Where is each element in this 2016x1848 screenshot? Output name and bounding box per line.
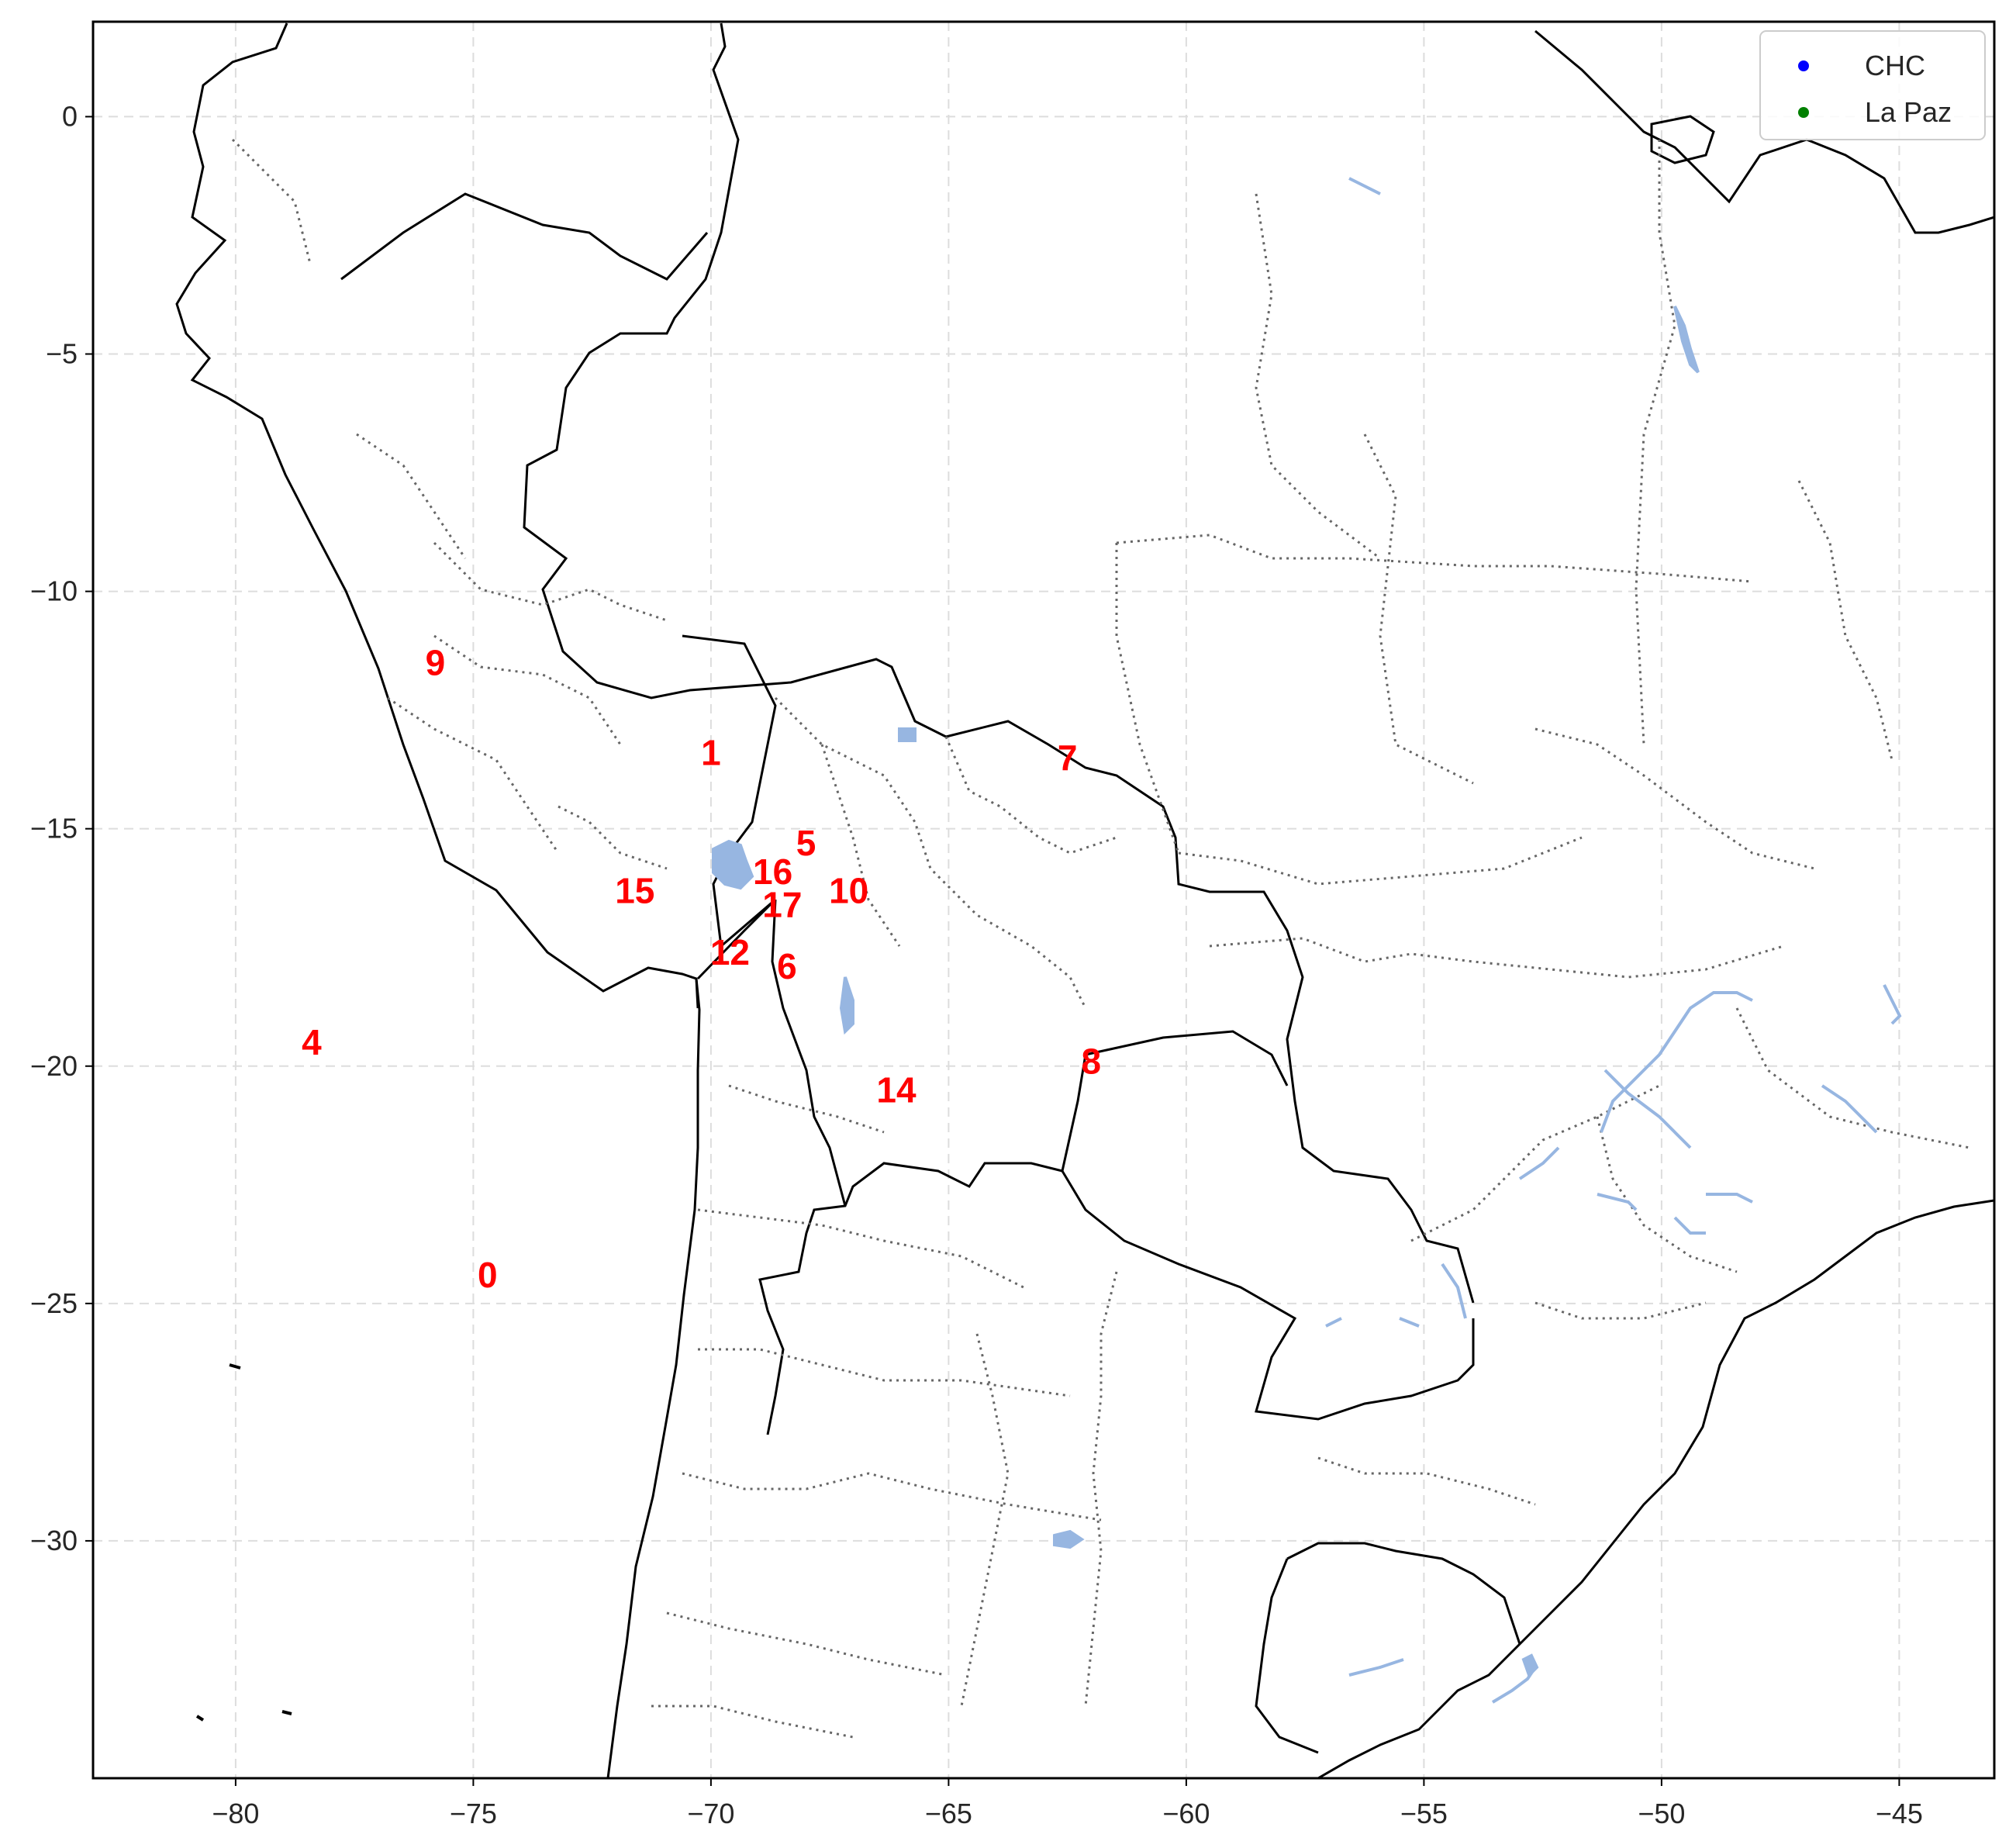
y-axis: 0 −5 −10 −15 −20 −25 −30 bbox=[30, 100, 93, 1556]
legend-frame bbox=[1759, 30, 1986, 140]
x-tick-label: −60 bbox=[1162, 1798, 1210, 1829]
x-tick-label: −50 bbox=[1638, 1798, 1685, 1829]
site-label-9: 9 bbox=[426, 642, 446, 682]
border-brazil-west bbox=[523, 22, 1475, 1304]
map-basemap bbox=[175, 22, 1994, 1778]
x-tick-label: −65 bbox=[925, 1798, 972, 1829]
y-tick-label: 0 bbox=[62, 100, 78, 132]
site-label-0: 0 bbox=[478, 1255, 498, 1295]
site-label-5: 5 bbox=[796, 823, 816, 863]
border-bolivia-paraguay bbox=[758, 1030, 1289, 1435]
x-tick-label: −55 bbox=[1400, 1798, 1448, 1829]
site-label-6: 6 bbox=[777, 946, 797, 986]
y-tick-label: −30 bbox=[30, 1525, 78, 1556]
y-tick-label: −20 bbox=[30, 1050, 78, 1082]
border-uruguay bbox=[1255, 1542, 1521, 1754]
site-label-1: 1 bbox=[701, 733, 721, 773]
y-tick-label: −5 bbox=[46, 338, 78, 370]
galapagos bbox=[195, 1363, 292, 1722]
site-label-12: 12 bbox=[710, 932, 750, 972]
site-label-16: 16 bbox=[753, 851, 792, 892]
north-coastline bbox=[1534, 29, 1994, 234]
x-axis: −80 −75 −70 −65 −60 −55 −50 −45 bbox=[212, 1778, 1923, 1829]
legend-marker-chc bbox=[1798, 60, 1809, 71]
y-tick-label: −10 bbox=[30, 575, 78, 607]
site-label-8: 8 bbox=[1082, 1041, 1102, 1082]
atlantic-coastline bbox=[1317, 1199, 1994, 1778]
legend-marker-la-paz bbox=[1798, 107, 1809, 118]
site-label-14: 14 bbox=[876, 1069, 917, 1110]
x-tick-label: −45 bbox=[1876, 1798, 1923, 1829]
x-tick-label: −80 bbox=[212, 1798, 259, 1829]
site-label-15: 15 bbox=[615, 870, 654, 910]
border-peru-bolivia bbox=[682, 634, 777, 948]
site-label-10: 10 bbox=[829, 870, 868, 910]
admin-borders bbox=[231, 138, 1970, 1739]
marajo-island bbox=[1650, 115, 1715, 164]
site-label-17: 17 bbox=[762, 885, 802, 925]
y-tick-label: −15 bbox=[30, 813, 78, 845]
site-label-4: 4 bbox=[302, 1022, 322, 1062]
x-tick-label: −75 bbox=[450, 1798, 497, 1829]
pacific-coastline bbox=[175, 22, 701, 1778]
border-paraguay-argentina bbox=[1061, 1170, 1475, 1421]
legend: CHC La Paz bbox=[1759, 30, 1986, 140]
water-bodies bbox=[712, 177, 1902, 1704]
site-label-7: 7 bbox=[1058, 737, 1078, 778]
legend-label-la-paz: La Paz bbox=[1865, 96, 1952, 128]
legend-label-chc: CHC bbox=[1865, 50, 1925, 81]
plot-frame bbox=[91, 20, 1996, 1780]
border-colombia-peru bbox=[340, 192, 709, 281]
y-tick-label: −25 bbox=[30, 1287, 78, 1319]
x-tick-label: −70 bbox=[687, 1798, 734, 1829]
